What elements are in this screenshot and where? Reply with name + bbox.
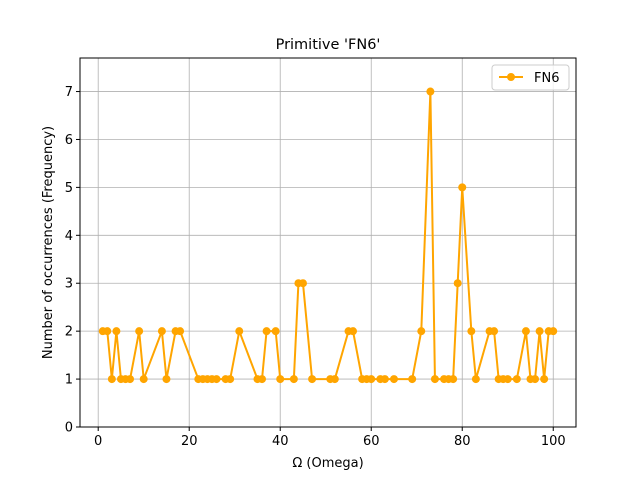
y-tick-label: 4: [65, 229, 73, 244]
data-point: [176, 327, 185, 336]
x-tick-label: 40: [272, 434, 289, 449]
y-tick-label: 7: [65, 85, 73, 100]
x-axis-label: Ω (Omega): [292, 456, 363, 471]
data-point: [417, 327, 426, 336]
x-tick-label: 60: [363, 434, 380, 449]
data-point: [226, 375, 235, 384]
data-point: [162, 375, 171, 384]
data-point: [490, 327, 499, 336]
data-point: [458, 183, 467, 192]
data-point: [308, 375, 317, 384]
data-point: [135, 327, 144, 336]
data-point: [512, 375, 521, 384]
chart-title: Primitive 'FN6': [276, 37, 381, 53]
legend-frame: [491, 64, 570, 91]
data-point: [389, 375, 398, 384]
data-point: [157, 327, 166, 336]
y-tick-label: 6: [65, 133, 73, 148]
data-point: [107, 375, 116, 384]
data-point: [271, 327, 280, 336]
data-point: [453, 279, 462, 288]
legend-label-fn6: FN6: [534, 71, 559, 86]
y-tick-label: 5: [65, 181, 73, 196]
data-point: [103, 327, 112, 336]
data-point: [349, 327, 358, 336]
data-point: [531, 375, 540, 384]
series-line-fn6: [102, 90, 554, 381]
data-point: [449, 375, 458, 384]
x-tick-label: 20: [181, 434, 198, 449]
data-point: [258, 375, 267, 384]
y-tick-label: 3: [65, 277, 73, 292]
axes-frame: [79, 57, 577, 428]
data-point: [276, 375, 285, 384]
data-point: [298, 279, 307, 288]
x-tick-label: 100: [541, 434, 566, 449]
x-tick-label: 0: [94, 434, 102, 449]
data-point: [112, 327, 121, 336]
data-point: [380, 375, 389, 384]
x-tick-label: 80: [454, 434, 471, 449]
data-point: [549, 327, 558, 336]
y-tick-label: 0: [65, 421, 73, 436]
data-point: [235, 327, 244, 336]
data-point: [430, 375, 439, 384]
data-point: [467, 327, 476, 336]
data-point: [471, 375, 480, 384]
data-point: [330, 375, 339, 384]
ticks: 0 20 40 60 80 100 0 1 2 3 4 5 6 7: [65, 85, 566, 449]
y-tick-label: 2: [65, 325, 73, 340]
data-point: [126, 375, 135, 384]
data-point: [262, 327, 271, 336]
data-point: [367, 375, 376, 384]
data-point: [139, 375, 148, 384]
data-point: [540, 375, 549, 384]
data-point: [521, 327, 530, 336]
y-axis-label: Number of occurrences (Frequency): [41, 126, 56, 359]
data-point: [426, 87, 435, 96]
y-tick-label: 1: [65, 373, 73, 388]
legend-marker-swatch: [507, 73, 515, 81]
data-point: [535, 327, 544, 336]
data-point: [408, 375, 417, 384]
data-point: [289, 375, 298, 384]
legend: FN6: [491, 64, 570, 91]
series-layer: [98, 87, 558, 384]
data-point: [212, 375, 221, 384]
data-point: [503, 375, 512, 384]
